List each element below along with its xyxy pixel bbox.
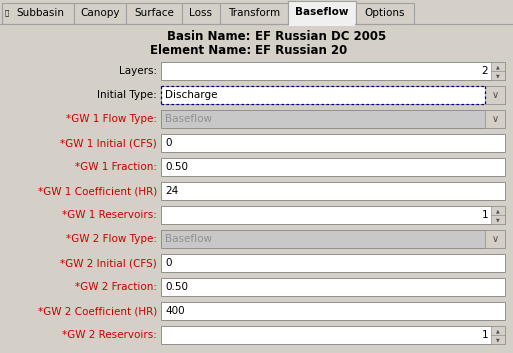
Bar <box>491 326 505 344</box>
Bar <box>161 62 505 80</box>
Text: 🔵: 🔵 <box>5 10 9 16</box>
Text: *GW 1 Coefficient (HR): *GW 1 Coefficient (HR) <box>38 186 157 196</box>
Text: Initial Type:: Initial Type: <box>97 90 157 100</box>
Bar <box>161 278 505 296</box>
Text: ▲: ▲ <box>496 208 500 213</box>
Text: Element Name:: Element Name: <box>150 43 255 56</box>
Text: 0.50: 0.50 <box>165 282 188 292</box>
Text: ▲: ▲ <box>496 328 500 333</box>
Text: 1: 1 <box>481 210 488 220</box>
Bar <box>485 230 505 248</box>
Bar <box>161 158 505 176</box>
Text: Transform: Transform <box>228 8 280 18</box>
Bar <box>74 3 126 24</box>
Text: 0.50: 0.50 <box>165 162 188 172</box>
Bar <box>289 23 355 26</box>
Bar <box>126 3 182 24</box>
Bar <box>356 3 414 24</box>
Bar <box>161 302 505 320</box>
Text: Baseflow: Baseflow <box>165 114 212 124</box>
Text: ∨: ∨ <box>491 114 499 124</box>
Bar <box>161 110 505 128</box>
Text: 24: 24 <box>165 186 178 196</box>
Bar <box>161 254 505 272</box>
Text: 2: 2 <box>481 66 488 76</box>
Text: ∨: ∨ <box>491 234 499 244</box>
Bar <box>161 134 505 152</box>
Text: ∨: ∨ <box>491 90 499 100</box>
Text: *GW 2 Reservoirs:: *GW 2 Reservoirs: <box>62 330 157 340</box>
Bar <box>182 3 220 24</box>
Text: Baseflow: Baseflow <box>295 7 349 17</box>
Text: Subbasin: Subbasin <box>16 8 64 18</box>
Text: Loss: Loss <box>189 8 212 18</box>
Text: *GW 2 Flow Type:: *GW 2 Flow Type: <box>66 234 157 244</box>
Text: Options: Options <box>365 8 405 18</box>
Bar <box>288 1 356 24</box>
Bar <box>161 230 505 248</box>
Text: Discharge: Discharge <box>165 90 218 100</box>
Text: *GW 1 Fraction:: *GW 1 Fraction: <box>75 162 157 172</box>
Text: EF Russian DC 2005: EF Russian DC 2005 <box>255 30 386 43</box>
Text: *GW 2 Fraction:: *GW 2 Fraction: <box>75 282 157 292</box>
Text: *GW 1 Initial (CFS): *GW 1 Initial (CFS) <box>60 138 157 148</box>
Bar <box>0 0 513 24</box>
Text: *GW 2 Initial (CFS): *GW 2 Initial (CFS) <box>60 258 157 268</box>
Bar <box>161 326 505 344</box>
Text: 0: 0 <box>165 258 171 268</box>
Text: Surface: Surface <box>134 8 174 18</box>
Text: ▼: ▼ <box>496 73 500 78</box>
Text: ▲: ▲ <box>496 64 500 69</box>
Text: ▼: ▼ <box>496 217 500 222</box>
Text: *GW 1 Reservoirs:: *GW 1 Reservoirs: <box>62 210 157 220</box>
Bar <box>161 182 505 200</box>
Text: 400: 400 <box>165 306 185 316</box>
Text: *GW 2 Coefficient (HR): *GW 2 Coefficient (HR) <box>38 306 157 316</box>
Bar <box>161 206 505 224</box>
Text: Basin Name:: Basin Name: <box>167 30 255 43</box>
Bar <box>161 86 505 104</box>
Text: Layers:: Layers: <box>119 66 157 76</box>
Bar <box>491 62 505 80</box>
Text: Canopy: Canopy <box>80 8 120 18</box>
Text: EF Russian 20: EF Russian 20 <box>255 43 347 56</box>
Bar <box>485 110 505 128</box>
Text: Baseflow: Baseflow <box>165 234 212 244</box>
Bar <box>485 86 505 104</box>
Bar <box>2 3 74 24</box>
Text: ▼: ▼ <box>496 337 500 342</box>
Text: 1: 1 <box>481 330 488 340</box>
Text: 0: 0 <box>165 138 171 148</box>
Bar <box>491 206 505 224</box>
Text: *GW 1 Flow Type:: *GW 1 Flow Type: <box>66 114 157 124</box>
Bar <box>220 3 288 24</box>
